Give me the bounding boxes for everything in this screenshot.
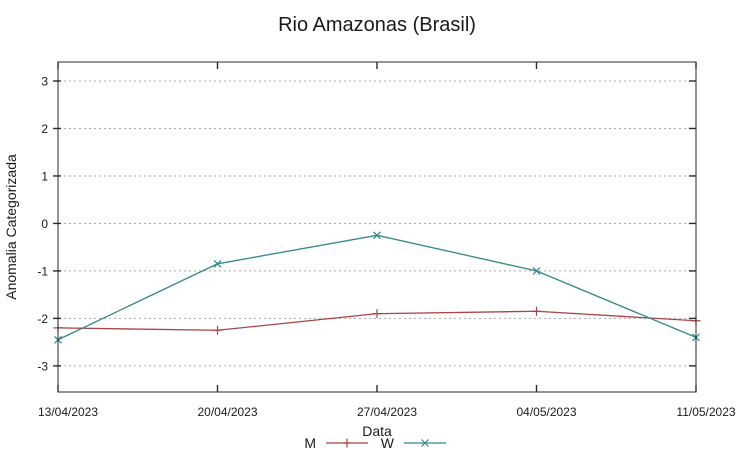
series-M	[53, 306, 701, 335]
x-tick-label: 20/04/2023	[197, 405, 257, 419]
marker-cross	[213, 259, 222, 268]
x-tick-labels: 13/04/2023 20/04/2023 27/04/2023 04/05/2023…	[38, 405, 736, 419]
legend-item-M: M	[304, 435, 368, 451]
y-tick-label: 0	[41, 217, 48, 231]
marker-cross	[373, 231, 381, 240]
y-tick-label: -3	[37, 359, 48, 373]
marker-plus	[213, 325, 222, 335]
chart-title: Rio Amazonas (Brasil)	[278, 14, 476, 36]
x-tick-label: 13/04/2023	[38, 405, 98, 419]
y-tick-label: 2	[41, 122, 48, 136]
y-tick-label: -1	[37, 264, 48, 278]
marker-cross	[421, 439, 429, 447]
tick-layer	[53, 62, 697, 392]
y-axis-title: Anomalia Categorizada	[3, 154, 19, 300]
x-tick-label: 11/05/2023	[676, 405, 735, 419]
marker-plus	[342, 438, 352, 448]
grid-layer	[59, 80, 695, 367]
x-axis-title: Data	[362, 423, 392, 439]
plot-border	[57, 61, 697, 393]
marker-cross	[532, 266, 541, 275]
legend-item-W: W	[381, 435, 446, 451]
y-tick-label: -2	[37, 312, 48, 326]
marker-plus	[372, 309, 382, 319]
y-tick-label: 1	[41, 169, 48, 183]
series-line-W	[57, 234, 697, 341]
marker-plus	[532, 306, 541, 316]
x-tick-label: 04/05/2023	[516, 405, 576, 419]
x-tick-label: 27/04/2023	[357, 405, 417, 419]
legend-label-W: W	[381, 435, 395, 451]
y-tick-labels: -3 -2 -1 0 1 2 3	[37, 74, 48, 373]
series-layer	[53, 231, 701, 344]
legend-label-M: M	[304, 435, 316, 451]
y-tick-label: 3	[41, 74, 48, 88]
series-W	[54, 231, 700, 344]
